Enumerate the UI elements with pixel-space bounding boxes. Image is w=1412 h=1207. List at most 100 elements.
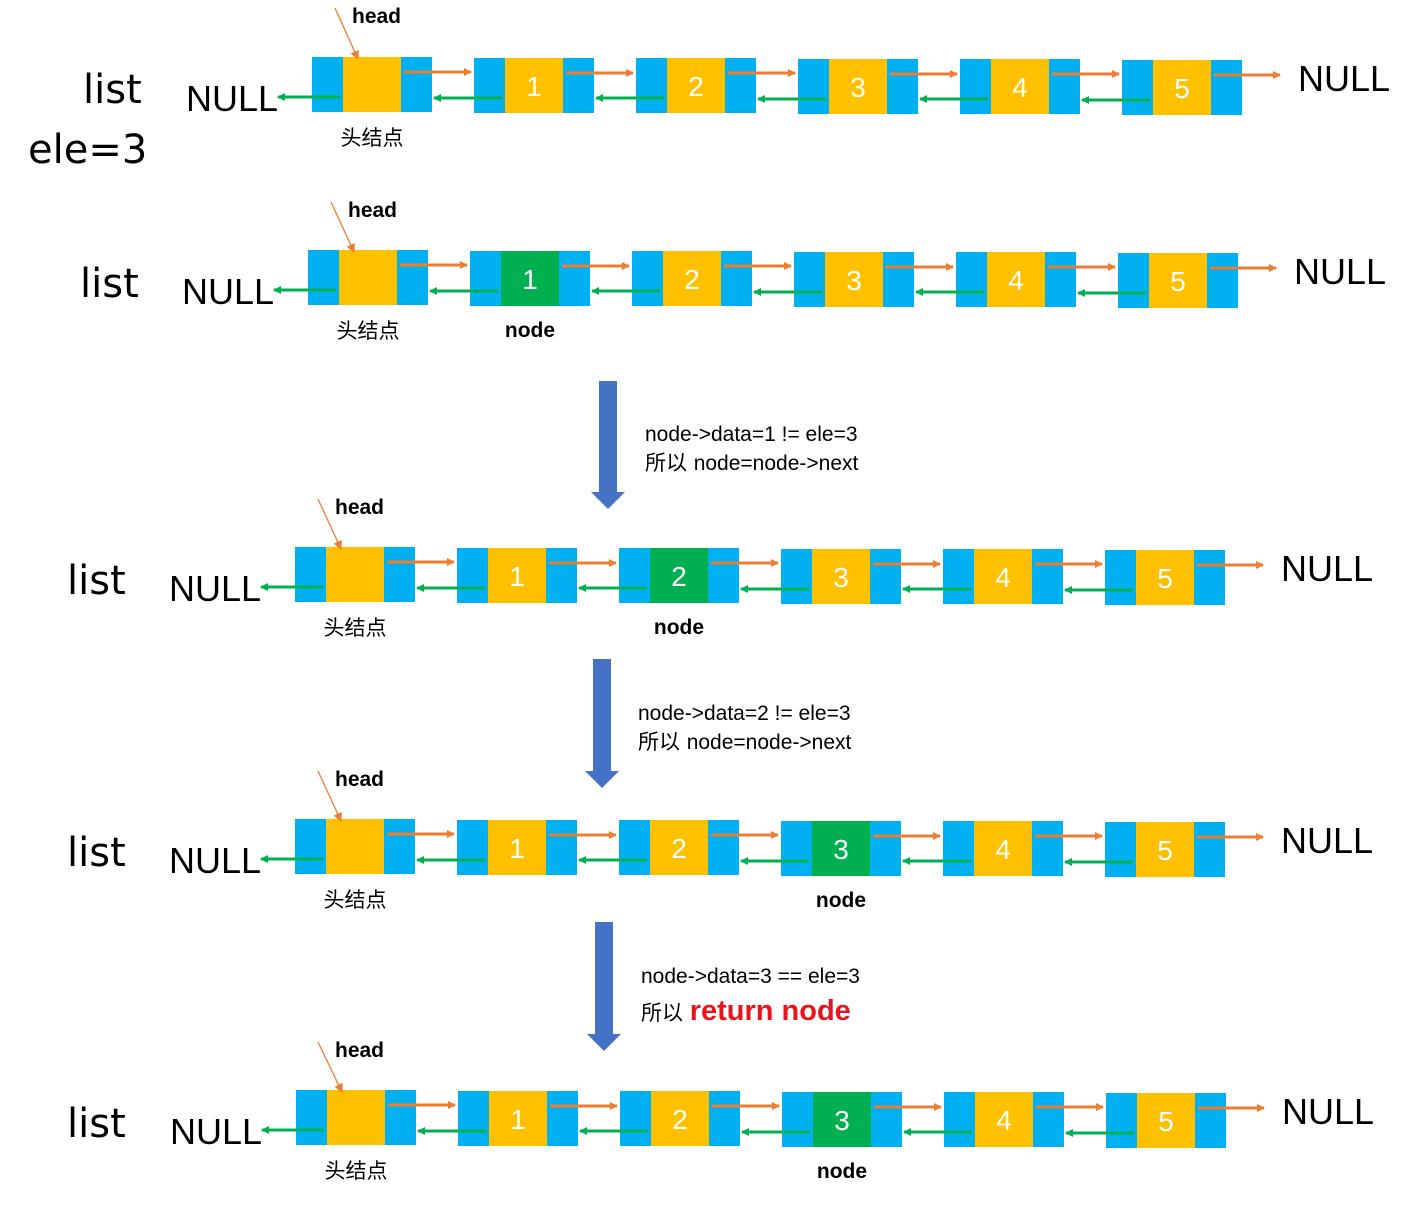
head-node-box (308, 250, 428, 305)
list-node-box: 2 (619, 820, 739, 875)
head-pointer-label: head (352, 5, 401, 28)
list-node-box: 3 (781, 821, 901, 876)
list-node-box: 5 (1122, 60, 1242, 115)
list-label: list (67, 1101, 126, 1147)
list-node-box: 1 (457, 548, 577, 603)
next-pointer-cell (546, 548, 577, 603)
node-value: 1 (510, 1104, 526, 1135)
step-action-code: return node (690, 995, 851, 1027)
node-value: 1 (522, 264, 538, 295)
node-value: 2 (684, 264, 700, 295)
prev-pointer-cell (636, 58, 667, 113)
prev-pointer-cell (457, 820, 488, 875)
data-cell (663, 251, 721, 306)
data-cell (813, 1092, 871, 1147)
list-label: list (80, 261, 139, 307)
prev-pointer-cell (1106, 1093, 1137, 1148)
ele-label: ele=3 (28, 127, 147, 173)
list-node-box: 2 (620, 1091, 740, 1146)
node-value: 1 (509, 833, 525, 864)
node-value: 1 (526, 71, 542, 102)
data-cell (651, 1091, 709, 1146)
current-node-label: node (654, 616, 704, 639)
data-cell (339, 250, 397, 305)
data-cell (991, 59, 1049, 114)
node-value: 3 (833, 562, 849, 593)
head-node-box (296, 1090, 416, 1145)
list-label: list (83, 67, 142, 113)
next-pointer-cell (546, 820, 577, 875)
next-pointer-cell (1207, 253, 1238, 308)
next-pointer-cell (708, 820, 739, 875)
data-cell (326, 819, 384, 874)
list-node-box: 5 (1106, 1093, 1226, 1148)
list-label: list (67, 558, 126, 604)
node-value: 4 (996, 1105, 1012, 1136)
list-node-box: 1 (470, 251, 590, 306)
next-pointer-cell (401, 57, 432, 112)
next-pointer-cell (384, 819, 415, 874)
null-right-label: NULL (1281, 548, 1373, 589)
next-pointer-cell (1211, 60, 1242, 115)
prev-pointer-cell (619, 820, 650, 875)
next-pointer-cell (871, 1092, 902, 1147)
data-cell (1149, 253, 1207, 308)
list-rows: list ele=3 NULL 头结点 1 2 3 4 5 NULL head list NULL 头结点… (28, 5, 1390, 1183)
search-step: node->data=3 == ele=3 所以 return node (587, 922, 860, 1051)
data-cell (488, 548, 546, 603)
data-cell (501, 251, 559, 306)
prev-pointer-cell (458, 1091, 489, 1146)
search-step: node->data=2 != ele=3 所以 node=node->next (585, 659, 852, 788)
prev-pointer-cell (470, 251, 501, 306)
step-down-arrow (591, 381, 625, 509)
next-pointer-cell (1032, 821, 1063, 876)
head-node-label: 头结点 (341, 126, 404, 150)
next-pointer-cell (397, 250, 428, 305)
head-pointer-label: head (348, 199, 397, 222)
prev-pointer-cell (1122, 60, 1153, 115)
node-value: 3 (846, 265, 862, 296)
null-right-label: NULL (1281, 820, 1373, 861)
data-cell (489, 1091, 547, 1146)
prev-pointer-cell (781, 821, 812, 876)
data-cell (667, 58, 725, 113)
list-node-box: 2 (632, 251, 752, 306)
list-row: list NULL 头结点 1 2 3 node 4 5 NULL head (67, 1039, 1374, 1183)
data-cell (812, 549, 870, 604)
step-action-text: 所以 return node (641, 995, 851, 1027)
list-node-box: 5 (1105, 822, 1225, 877)
null-left-label: NULL (170, 1111, 262, 1152)
head-pointer-label: head (335, 1039, 384, 1062)
head-pointer-arrow (330, 201, 355, 253)
step-down-arrow (585, 659, 619, 788)
node-value: 5 (1157, 835, 1173, 866)
list-row: list NULL 头结点 1 2 node 3 4 5 NULL head (67, 496, 1373, 640)
head-pointer-label: head (335, 768, 384, 791)
next-pointer-cell (883, 252, 914, 307)
next-pointer-cell (385, 1090, 416, 1145)
null-left-label: NULL (182, 271, 274, 312)
head-node-label: 头结点 (324, 888, 387, 912)
node-value: 5 (1157, 563, 1173, 594)
list-node-box: 4 (943, 821, 1063, 876)
list-node-box: 5 (1105, 550, 1225, 605)
data-cell (343, 57, 401, 112)
node-value: 5 (1174, 73, 1190, 104)
data-cell (1136, 550, 1194, 605)
next-pointer-cell (721, 251, 752, 306)
next-pointer-cell (709, 1091, 740, 1146)
data-cell (1137, 1093, 1195, 1148)
prev-pointer-cell (296, 1090, 327, 1145)
list-row: list ele=3 NULL 头结点 1 2 3 4 5 NULL head (28, 5, 1390, 173)
step-condition-text: node->data=1 != ele=3 (645, 423, 858, 446)
next-pointer-cell (1195, 1093, 1226, 1148)
list-node-box: 3 (794, 252, 914, 307)
list-node-box: 4 (960, 59, 1080, 114)
next-pointer-cell (870, 821, 901, 876)
next-pointer-cell (547, 1091, 578, 1146)
data-cell (829, 59, 887, 114)
prev-pointer-cell (943, 821, 974, 876)
step-down-arrow (587, 922, 621, 1051)
data-cell (975, 1092, 1033, 1147)
prev-pointer-cell (632, 251, 663, 306)
